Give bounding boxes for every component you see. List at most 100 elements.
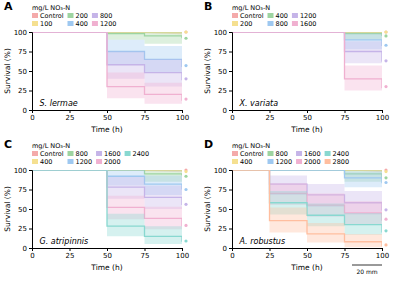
x-axis-label: Time (h) <box>290 125 322 134</box>
legend-swatch <box>32 21 38 26</box>
end-dot <box>184 37 187 40</box>
legend-item: 2400 <box>125 150 150 158</box>
legend-label: 800 <box>276 150 288 158</box>
end-dot <box>184 77 187 80</box>
legend-swatch <box>268 151 274 156</box>
x-tick: 0 <box>230 248 234 260</box>
y-tick-label: 0 <box>23 107 27 115</box>
y-tick-label: 50 <box>18 206 27 214</box>
x-tick-label: 25 <box>266 114 275 122</box>
x-tick: 25 <box>266 110 275 122</box>
x-tick-mark <box>382 110 383 113</box>
legend-item: 1200 <box>92 20 117 28</box>
legend-item: Control <box>32 150 64 158</box>
legend-swatch <box>292 13 298 18</box>
plot-area <box>232 170 382 248</box>
y-tick: 75 <box>18 186 32 194</box>
x-tick: 25 <box>66 110 75 122</box>
y-tick-label: 75 <box>218 48 227 56</box>
x-tick: 75 <box>341 110 350 122</box>
x-tick: 0 <box>230 110 234 122</box>
x-tick-label: 0 <box>30 252 34 260</box>
legend-swatch <box>32 151 38 156</box>
end-dot <box>384 229 387 232</box>
x-tick-label: 75 <box>141 252 150 260</box>
legend-label: 1600 <box>300 20 317 28</box>
end-dot <box>384 59 387 62</box>
y-tick: 75 <box>218 48 232 56</box>
legend-swatch <box>268 159 274 164</box>
y-tick-mark <box>229 110 232 111</box>
x-tick: 100 <box>176 110 189 122</box>
species-label: S. lermae <box>40 99 78 108</box>
y-tick-mark <box>229 32 232 33</box>
end-dot <box>384 181 387 184</box>
legend-item: 400 <box>268 12 288 20</box>
scale-bar-label: 20 mm <box>356 268 377 275</box>
y-tick-label: 100 <box>214 167 227 175</box>
end-dot <box>184 64 187 67</box>
legend-label: 800 <box>100 12 112 20</box>
x-axis-label: Time (h) <box>290 263 322 272</box>
legend-label: Control <box>240 12 264 20</box>
y-tick-mark <box>29 71 32 72</box>
end-dot <box>384 218 387 221</box>
y-axis-line <box>29 171 33 249</box>
legend-label: 2400 <box>133 150 150 158</box>
end-dot <box>184 97 187 100</box>
legend-item: 800 <box>268 150 288 158</box>
legend-swatch <box>68 21 74 26</box>
legend-title: mg/L NO₃-N <box>32 142 70 150</box>
y-axis-label: Survival (%) <box>203 186 212 232</box>
end-dots <box>384 30 387 88</box>
y-tick-mark <box>29 32 32 33</box>
x-tick-mark <box>270 248 271 251</box>
x-tick-label: 100 <box>376 114 389 122</box>
x-axis-line <box>233 249 383 252</box>
y-tick: 100 <box>14 167 32 175</box>
y-tick-mark <box>229 190 232 191</box>
legend-swatch <box>232 13 238 18</box>
x-axis-label: Time (h) <box>90 125 122 134</box>
end-dot <box>184 170 187 173</box>
x-tick: 75 <box>141 248 150 260</box>
x-axis: 0255075100 <box>30 248 189 260</box>
legend-title: mg/L NO₃-N <box>32 4 70 12</box>
legend-item: 2000 <box>296 158 321 166</box>
legend-swatch <box>268 21 274 26</box>
end-dot <box>184 175 187 178</box>
legend-item: Control <box>32 12 64 20</box>
x-tick-mark <box>145 110 146 113</box>
x-tick-mark <box>382 248 383 251</box>
end-dot <box>384 34 387 37</box>
y-tick-mark <box>229 209 232 210</box>
y-tick-label: 25 <box>18 225 27 233</box>
x-tick-mark <box>70 248 71 251</box>
x-axis-line <box>33 111 183 114</box>
y-tick: 25 <box>218 225 232 233</box>
legend-label: 100 <box>40 20 52 28</box>
panel-label: B <box>204 0 212 13</box>
x-tick: 25 <box>266 248 275 260</box>
plot-area <box>232 32 382 98</box>
end-dots <box>184 168 187 242</box>
y-tick-label: 75 <box>218 186 227 194</box>
legend: mg/L NO₃-NControl1002004008001200 <box>32 4 116 28</box>
legend-swatch <box>325 151 331 156</box>
y-tick-label: 25 <box>218 225 227 233</box>
y-tick-label: 50 <box>218 68 227 76</box>
x-axis: 0255075100 <box>230 248 389 260</box>
legend-swatch <box>68 151 74 156</box>
y-tick: 25 <box>18 87 32 95</box>
y-tick-mark <box>29 170 32 171</box>
x-tick-label: 0 <box>230 114 234 122</box>
panel: 02550751000255075100Time (h)Survival (%)… <box>3 0 189 134</box>
legend-swatch <box>268 13 274 18</box>
confidence-band <box>232 32 382 98</box>
x-tick-mark <box>182 110 183 113</box>
legend-label: 1200 <box>300 12 317 20</box>
x-tick-label: 0 <box>30 114 34 122</box>
x-tick-mark <box>345 110 346 113</box>
x-tick: 50 <box>303 248 312 260</box>
species-label: X. variata <box>239 99 279 108</box>
